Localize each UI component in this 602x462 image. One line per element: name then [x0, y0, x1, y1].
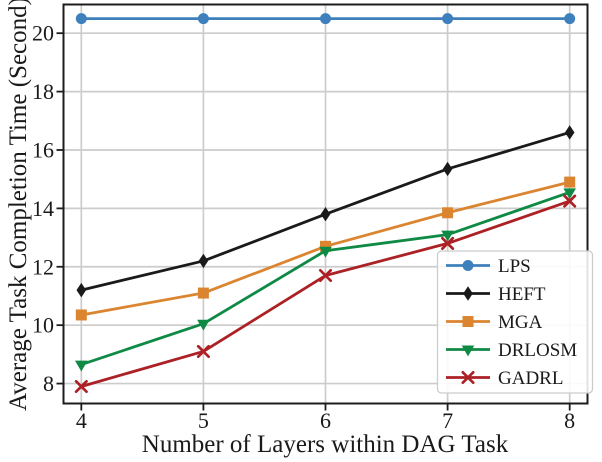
legend-entry-DRLOSM: DRLOSM [446, 340, 577, 361]
MGA-marker [197, 287, 209, 299]
x-tick-label: 4 [76, 408, 87, 433]
x-axis-label: Number of Layers within DAG Task [142, 431, 509, 458]
GADRL-marker [196, 344, 210, 358]
HEFT-marker [320, 207, 331, 222]
legend-marker-MGA [462, 316, 474, 327]
legend-box [436, 250, 594, 394]
axis-ticks [56, 32, 571, 411]
LPS-marker [320, 13, 331, 25]
y-tick-label: 20 [32, 21, 54, 46]
HEFT-marker [198, 253, 209, 269]
y-tick-label: 12 [32, 254, 54, 279]
y-tick-label: 16 [32, 137, 54, 162]
legend-label: LPS [498, 256, 531, 277]
y-axis-label: Average Task Completion Time (Second) [5, 0, 32, 411]
LPS-marker [197, 13, 209, 25]
MGA-marker [320, 240, 331, 252]
x-tick-label: 6 [320, 408, 331, 433]
MGA-marker [75, 309, 87, 321]
legend-entry-HEFT: HEFT [446, 284, 546, 305]
x-tick-label: 5 [198, 408, 209, 433]
legend-marker-DRLOSM [461, 345, 475, 357]
LPS-marker [564, 13, 576, 25]
x-tick-label: 7 [442, 408, 453, 433]
MGA-marker [442, 207, 454, 219]
legend-marker-LPS [462, 260, 474, 271]
legend: LPS HEFT MGA DRLOSM GADRL [436, 250, 594, 394]
y-tick-label: 10 [32, 313, 54, 338]
LPS-marker [75, 13, 87, 25]
axes-frame [62, 3, 589, 405]
y-tick-label: 14 [32, 196, 54, 221]
legend-label: HEFT [498, 284, 546, 305]
legend-marker-HEFT [463, 286, 473, 301]
HEFT-marker [76, 282, 87, 298]
LPS-marker [442, 13, 454, 25]
legend-label: GADRL [498, 368, 563, 389]
GADRL-marker [74, 379, 88, 394]
legend-label: DRLOSM [498, 340, 577, 361]
tick-labels: 8 10 12 14 16 18 20 4 5 6 7 8 [32, 21, 575, 433]
DRLOSM-marker [441, 230, 454, 242]
plot-border [62, 3, 589, 405]
y-tick-label: 18 [32, 79, 54, 104]
MGA-marker [564, 176, 576, 188]
legend-marker-GADRL [461, 370, 475, 385]
series-lines [74, 13, 577, 394]
legend-entry-GADRL: GADRL [446, 368, 563, 389]
GADRL-marker [318, 268, 333, 283]
x-tick-label: 8 [564, 408, 575, 433]
GADRL-marker [441, 236, 455, 250]
DRLOSM-marker [563, 188, 576, 200]
legend-entry-LPS: LPS [446, 256, 531, 277]
y-tick-label: 8 [43, 371, 54, 396]
HEFT-marker [564, 125, 575, 140]
DRLOSM-marker [197, 319, 210, 331]
HEFT-marker [442, 161, 453, 177]
legend-entry-MGA: MGA [446, 312, 543, 333]
DRLOSM-marker [319, 246, 332, 258]
DRLOSM-marker [75, 360, 88, 372]
legend-label: MGA [498, 312, 543, 333]
GADRL-marker [563, 194, 577, 208]
